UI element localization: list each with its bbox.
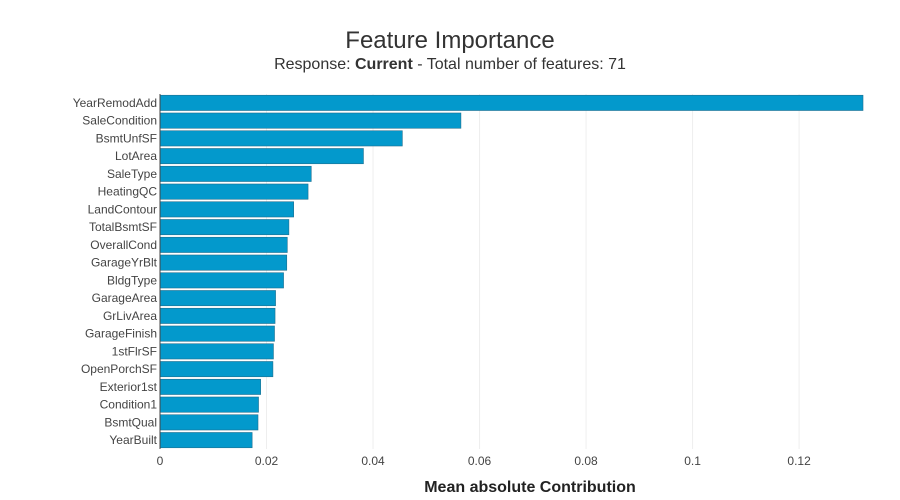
bar[interactable] xyxy=(159,254,288,271)
y-tick-label: SaleCondition xyxy=(82,114,157,128)
x-tick-label: 0.04 xyxy=(361,454,385,468)
x-axis-title: Mean absolute Contribution xyxy=(424,479,636,496)
subtitle-response: Current xyxy=(355,56,413,73)
y-tick-label: SaleType xyxy=(107,167,157,181)
y-tick-label: HeatingQC xyxy=(98,185,158,199)
bar[interactable] xyxy=(159,130,403,147)
bar[interactable] xyxy=(159,290,276,307)
y-tick-label: GarageFinish xyxy=(85,327,157,341)
bar[interactable] xyxy=(159,112,462,129)
bar[interactable] xyxy=(159,201,294,218)
y-tick-label: LandContour xyxy=(88,202,157,216)
x-tick-label: 0.02 xyxy=(255,454,279,468)
y-tick-label: BldgType xyxy=(107,273,157,287)
bar[interactable] xyxy=(159,343,274,360)
y-tick-label: TotalBsmtSF xyxy=(89,220,157,234)
bar[interactable] xyxy=(159,307,276,324)
chart-title: Feature Importance xyxy=(345,27,555,54)
y-tick-label: BsmtQual xyxy=(104,415,157,429)
y-tick-label: BsmtUnfSF xyxy=(96,131,157,145)
y-tick-label: OverallCond xyxy=(90,238,157,252)
bar[interactable] xyxy=(159,236,288,253)
bar[interactable] xyxy=(159,165,312,182)
bar[interactable] xyxy=(159,414,259,431)
chart-subtitle: Response: Current - Total number of feat… xyxy=(0,56,900,74)
bar[interactable] xyxy=(159,432,253,449)
x-tick-label: 0.08 xyxy=(574,454,598,468)
y-tick-label: Exterior1st xyxy=(100,380,158,394)
y-tick-label: Condition1 xyxy=(100,398,158,412)
y-tick-label: YearRemodAdd xyxy=(73,96,157,110)
bar[interactable] xyxy=(159,148,364,165)
x-tick-label: 0.06 xyxy=(468,454,492,468)
bar[interactable] xyxy=(159,272,284,289)
subtitle-suffix: - Total number of features: 71 xyxy=(412,56,626,73)
bar[interactable] xyxy=(159,396,259,413)
y-tick-label: YearBuilt xyxy=(109,433,157,447)
x-tick-label: 0 xyxy=(157,454,164,468)
bar[interactable] xyxy=(159,219,290,236)
y-tick-label: LotArea xyxy=(115,149,157,163)
grid-lines xyxy=(266,94,800,449)
subtitle-prefix: Response: xyxy=(274,56,355,73)
bar[interactable] xyxy=(159,361,274,378)
x-tick-label: 0.12 xyxy=(787,454,811,468)
bar[interactable] xyxy=(159,183,309,200)
y-tick-label: OpenPorchSF xyxy=(81,362,157,376)
bar[interactable] xyxy=(159,325,275,342)
x-tick-label: 0.1 xyxy=(684,454,701,468)
bar[interactable] xyxy=(159,94,864,111)
y-tick-label: GrLivArea xyxy=(103,309,157,323)
bars xyxy=(159,94,864,449)
bar[interactable] xyxy=(159,378,261,395)
y-tick-label: GarageYrBlt xyxy=(91,256,158,270)
y-tick-label: GarageArea xyxy=(92,291,158,305)
y-tick-label: 1stFlrSF xyxy=(112,344,157,358)
axes: 0 0.02 0.04 0.06 0.08 0.1 0.12 YearRemodAdd Sale… xyxy=(73,94,811,468)
